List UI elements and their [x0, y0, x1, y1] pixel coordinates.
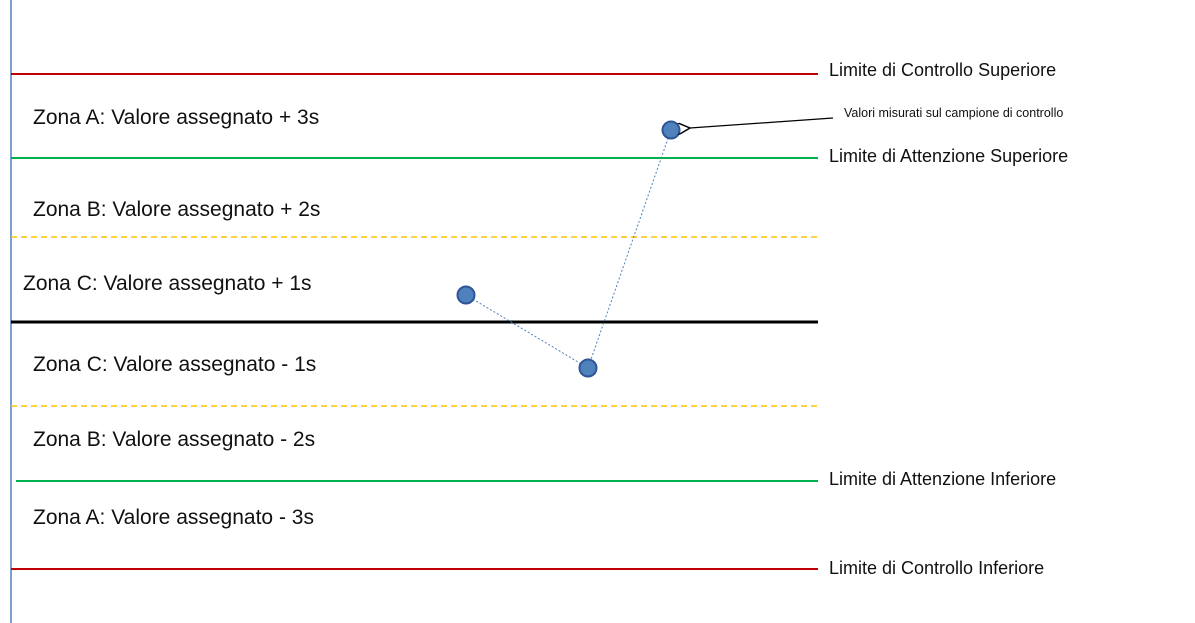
zone-b-lower-label: Zona B: Valore assegnato - 2s: [33, 428, 316, 451]
zone-a-upper-label: Zona A: Valore assegnato + 3s: [33, 106, 320, 129]
measurement-point: [456, 285, 476, 305]
lower-warning-limit-label: Limite di Attenzione Inferiore: [829, 469, 1057, 489]
measurement-series-line: [465, 129, 672, 369]
zone-a-lower-label: Zona A: Valore assegnato - 3s: [33, 506, 314, 529]
measurement-point: [661, 120, 681, 140]
measured-values-annotation: Valori misurati sul campione di controll…: [844, 106, 1064, 120]
lower-control-limit-label: Limite di Controllo Inferiore: [829, 558, 1045, 578]
zone-b-upper-label: Zona B: Valore assegnato + 2s: [33, 198, 321, 221]
upper-control-limit-label: Limite di Controllo Superiore: [829, 60, 1057, 80]
annotation-arrow: [690, 117, 834, 128]
zone-c-upper-label: Zona C: Valore assegnato + 1s: [23, 272, 312, 295]
zone-c-lower-label: Zona C: Valore assegnato - 1s: [33, 353, 317, 376]
upper-warning-limit-label: Limite di Attenzione Superiore: [829, 146, 1069, 166]
measurement-point: [578, 358, 598, 378]
